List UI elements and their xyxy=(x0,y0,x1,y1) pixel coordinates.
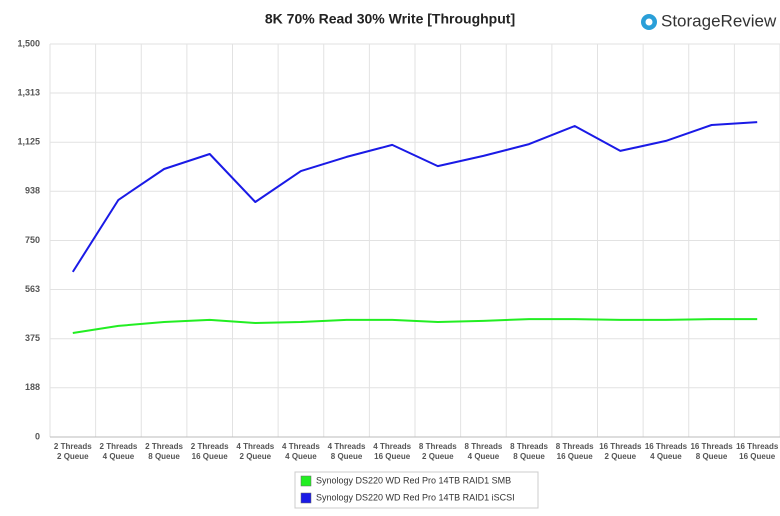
logo-icon-center xyxy=(645,18,653,26)
x-tick-label: 16 Threads xyxy=(599,442,642,451)
x-tick-label: 16 Threads xyxy=(645,442,688,451)
x-tick-label: 8 Threads xyxy=(419,442,457,451)
legend-swatch xyxy=(300,492,312,504)
x-tick-label: 8 Queue xyxy=(696,452,728,461)
y-tick-label: 1,500 xyxy=(17,38,40,48)
x-tick-label: 16 Queue xyxy=(557,452,594,461)
x-tick-label: 16 Queue xyxy=(192,452,229,461)
x-tick-label: 8 Queue xyxy=(148,452,180,461)
legend-label: Synology DS220 WD Red Pro 14TB RAID1 iSC… xyxy=(316,492,515,502)
y-tick-label: 750 xyxy=(25,235,40,245)
x-tick-label: 2 Queue xyxy=(605,452,637,461)
legend-swatch xyxy=(300,475,312,487)
x-tick-label: 4 Threads xyxy=(282,442,320,451)
x-tick-label: 4 Threads xyxy=(373,442,411,451)
x-tick-label: 4 Queue xyxy=(650,452,682,461)
x-tick-label: 16 Queue xyxy=(739,452,776,461)
x-tick-label: 16 Threads xyxy=(690,442,733,451)
chart-title: 8K 70% Read 30% Write [Throughput] xyxy=(265,11,515,27)
logo: StorageReview xyxy=(641,11,777,30)
x-tick-label: 8 Threads xyxy=(465,442,503,451)
y-tick-label: 938 xyxy=(25,186,40,196)
x-tick-label: 8 Threads xyxy=(556,442,594,451)
x-tick-label: 4 Threads xyxy=(328,442,366,451)
x-tick-label: 4 Queue xyxy=(285,452,317,461)
x-tick-label: 2 Threads xyxy=(145,442,183,451)
y-tick-label: 0 xyxy=(35,431,40,441)
x-tick-label: 4 Queue xyxy=(103,452,135,461)
legend-box xyxy=(294,471,539,509)
x-tick-label: 8 Queue xyxy=(331,452,363,461)
x-tick-label: 2 Threads xyxy=(54,442,92,451)
x-tick-label: 2 Threads xyxy=(100,442,138,451)
x-tick-label: 4 Queue xyxy=(468,452,500,461)
logo-text: StorageReview xyxy=(661,11,777,30)
x-tick-label: 2 Threads xyxy=(191,442,229,451)
x-tick-label: 8 Threads xyxy=(510,442,548,451)
x-tick-label: 16 Threads xyxy=(736,442,779,451)
x-tick-label: 4 Threads xyxy=(236,442,274,451)
series-line xyxy=(71,121,758,273)
y-tick-label: 1,125 xyxy=(17,137,40,147)
y-tick-label: 563 xyxy=(25,284,40,294)
x-tick-label: 2 Queue xyxy=(57,452,89,461)
y-tick-label: 375 xyxy=(25,333,40,343)
x-tick-label: 8 Queue xyxy=(513,452,545,461)
x-tick-label: 16 Queue xyxy=(374,452,411,461)
y-tick-label: 188 xyxy=(25,382,40,392)
x-tick-label: 2 Queue xyxy=(422,452,454,461)
series-line xyxy=(72,318,758,334)
x-tick-label: 2 Queue xyxy=(240,452,272,461)
y-tick-label: 1,313 xyxy=(17,87,40,97)
legend-label: Synology DS220 WD Red Pro 14TB RAID1 SMB xyxy=(316,475,511,485)
